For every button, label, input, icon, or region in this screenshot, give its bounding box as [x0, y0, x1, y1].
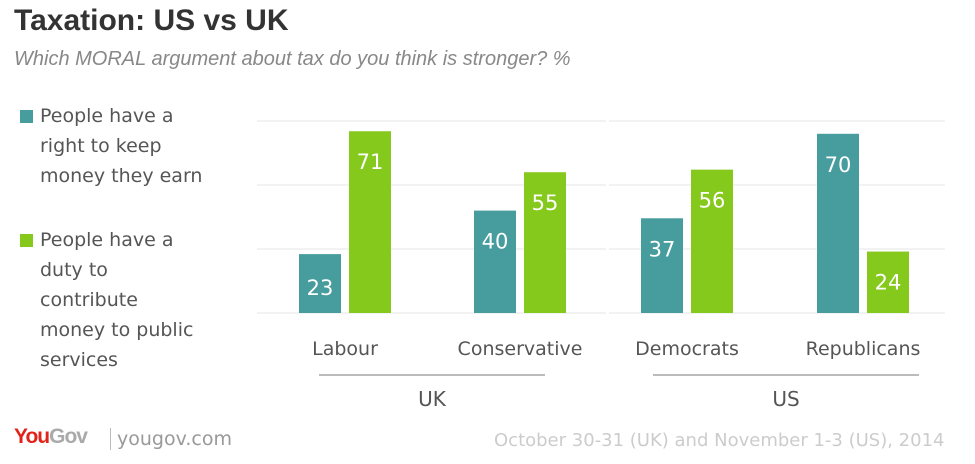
yougov-logo: YouGov	[14, 425, 88, 448]
group-label: UK	[418, 387, 447, 411]
bar-democrats-0	[641, 218, 683, 313]
data-label: 23	[307, 276, 334, 300]
data-label: 55	[532, 191, 559, 215]
legend-text: right to keep	[40, 135, 162, 157]
data-label: 56	[699, 189, 726, 213]
bar-republicans-0	[817, 133, 859, 313]
data-label: 40	[482, 230, 509, 254]
legend-text: duty to	[40, 259, 108, 281]
category-label: Conservative	[458, 338, 583, 360]
data-label: 24	[875, 271, 902, 295]
bar-labour-1	[349, 131, 391, 313]
legend-swatch	[20, 234, 33, 247]
category-label: Democrats	[635, 338, 739, 360]
legend-swatch	[20, 110, 33, 123]
category-label: Labour	[312, 338, 378, 360]
bar-democrats-1	[691, 169, 733, 313]
data-label: 70	[825, 153, 852, 177]
group-label: US	[772, 387, 799, 411]
legend-item-duty-to-contribute: People have a duty to contribute money t…	[20, 225, 220, 375]
category-label: Republicans	[806, 338, 921, 360]
legend-text: People have a	[40, 105, 174, 127]
data-label: 37	[649, 237, 676, 261]
chart-subtitle: Which MORAL argument about tax do you th…	[14, 48, 571, 70]
site-link[interactable]: yougov.com	[110, 428, 232, 450]
bar-conservative-0	[474, 210, 516, 313]
bar-conservative-1	[524, 172, 566, 313]
bar-republicans-1	[867, 251, 909, 313]
data-label: 71	[357, 150, 384, 174]
date-note: October 30-31 (UK) and November 1-3 (US)…	[494, 430, 945, 451]
legend-text: contribute	[40, 289, 138, 311]
bar-labour-0	[299, 254, 341, 313]
legend-text: services	[40, 349, 118, 371]
chart-title: Taxation: US vs UK	[14, 4, 289, 37]
legend-item-right-to-keep: People have a right to keep money they e…	[20, 101, 220, 191]
legend-text: money they earn	[40, 165, 203, 187]
legend-text: money to public	[40, 319, 194, 341]
legend-text: People have a	[40, 229, 174, 251]
